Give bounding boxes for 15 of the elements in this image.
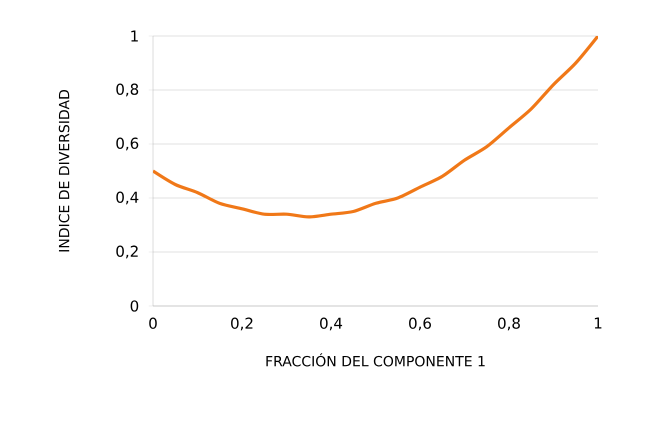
y-tick-label: 0,4 xyxy=(116,192,138,204)
x-tick-label: 0,4 xyxy=(320,318,342,330)
y-axis-title: INDICE DE DIVERSIDAD xyxy=(58,90,70,252)
x-tick-label: 0,8 xyxy=(498,318,520,330)
y-tick-label: 0,8 xyxy=(116,84,138,96)
x-tick-label: 0,6 xyxy=(409,318,431,330)
x-axis-title: FRACCIÓN DEL COMPONENTE 1 xyxy=(266,353,485,366)
y-tick-label: 1 xyxy=(131,30,138,42)
y-tick-label: 0 xyxy=(130,300,138,312)
line-series xyxy=(153,36,598,218)
y-tick-label: 0,6 xyxy=(116,138,138,150)
x-tick-label: 1 xyxy=(594,318,602,328)
y-tick-label: 0,2 xyxy=(116,246,138,258)
x-tick-label: 0,2 xyxy=(231,318,252,330)
x-tick-label: 0 xyxy=(149,318,157,329)
